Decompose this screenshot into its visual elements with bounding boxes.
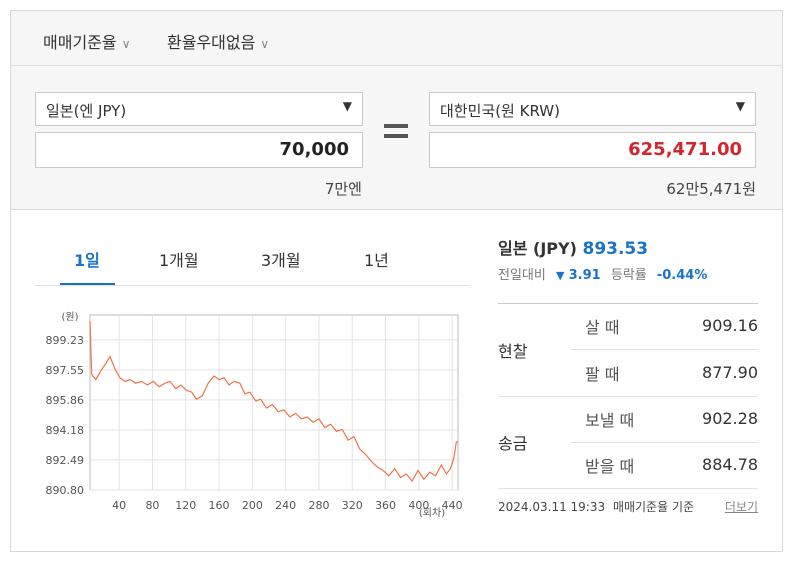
amount-hint: 7만엔: [324, 180, 362, 198]
price: 893.53: [582, 239, 649, 259]
footer: 2024.03.11 19:33 매매기준율 기준: [498, 498, 694, 515]
select-label: 일본(엔 JPY): [46, 102, 127, 120]
to-currency-select[interactable]: 대한민국(원 KRW) ▼: [429, 92, 756, 126]
row-label: 보낼 때: [585, 411, 635, 430]
amount: 70,000: [279, 139, 349, 160]
tab[interactable]: 1년: [364, 251, 389, 270]
info-title: 일본 (JPY) 893.53: [498, 235, 648, 259]
equals-sign: [384, 124, 408, 128]
row-label: 살 때: [585, 318, 620, 337]
option-dropdown[interactable]: 매매기준율 ∨: [43, 29, 131, 53]
tab-divider: [35, 285, 470, 286]
table-line: [571, 349, 758, 350]
chevron: ∨: [260, 37, 270, 51]
from-currency-select[interactable]: 일본(엔 JPY) ▼: [35, 92, 363, 126]
row-value: 909.16: [702, 316, 758, 335]
rate: -0.44%: [656, 268, 708, 283]
table-line: [571, 442, 758, 443]
tab[interactable]: 3개월: [261, 251, 301, 270]
timestamp: 2024.03.11 19:33: [498, 500, 606, 514]
select-arrow: ▼: [342, 99, 352, 113]
group-label: 송금: [498, 434, 528, 453]
row-label: 팔 때: [585, 365, 620, 384]
row-value: 884.78: [702, 455, 758, 474]
widget: [10, 10, 783, 552]
more-link[interactable]: 더보기: [724, 500, 758, 514]
header-divider: [11, 65, 782, 66]
table-line: [498, 488, 758, 489]
row-value: 902.28: [702, 409, 758, 428]
to-amount-input[interactable]: 625,471.00: [429, 132, 756, 168]
tab[interactable]: 1일: [74, 251, 100, 270]
select-arrow: ▼: [735, 99, 745, 113]
table-line: [498, 396, 758, 397]
equals-sign: [384, 134, 408, 138]
option-label: 환율우대없음: [167, 33, 256, 52]
table-line: [498, 303, 758, 304]
amount-hint: 62만5,471원: [666, 180, 756, 198]
change-label: 전일대비: [498, 268, 546, 283]
group-label: 현찰: [498, 342, 528, 361]
option-dropdown[interactable]: 환율우대없음 ∨: [167, 29, 269, 53]
tab[interactable]: 1개월: [159, 251, 199, 270]
row-value: 877.90: [702, 363, 758, 382]
row-label: 받을 때: [585, 457, 635, 476]
tab-active-underline: [60, 283, 115, 285]
option-label: 매매기준율: [43, 33, 117, 52]
from-amount-input[interactable]: 70,000: [35, 132, 363, 168]
basis: 매매기준율 기준: [612, 500, 695, 514]
down-arrow: ▼: [555, 269, 565, 282]
currency-name: 일본 (JPY): [498, 239, 577, 258]
select-label: 대한민국(원 KRW): [440, 102, 560, 120]
chevron: ∨: [121, 37, 131, 51]
rate-label: 등락률: [610, 268, 647, 283]
change-row: 전일대비 ▼ 3.91 등락률 -0.44%: [498, 264, 707, 283]
change: 3.91: [568, 268, 601, 283]
amount: 625,471.00: [628, 139, 742, 160]
